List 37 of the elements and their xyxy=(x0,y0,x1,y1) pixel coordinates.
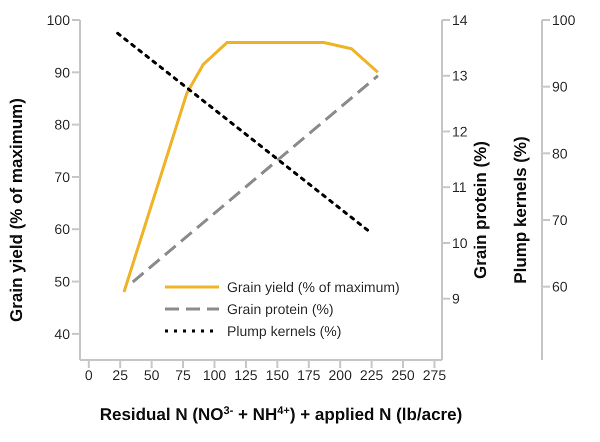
legend-label: Grain yield (% of maximum) xyxy=(227,279,400,295)
y-tick-label: 50 xyxy=(54,274,70,290)
y-tick-label: 40 xyxy=(54,326,70,342)
x-tick-label: 50 xyxy=(144,366,160,383)
y2-tick-label: 11 xyxy=(452,179,467,196)
legend-label: Plump kernels (%) xyxy=(227,323,342,339)
y-tick-label: 100 xyxy=(46,12,70,28)
y2-tick-label: 13 xyxy=(452,68,468,84)
y3-tick-label: 60 xyxy=(552,278,568,295)
y2-tick-label: 12 xyxy=(452,123,468,140)
x-tick-label: 75 xyxy=(175,366,192,383)
y-tick-label: 80 xyxy=(54,116,70,133)
y3-tick-label: 100 xyxy=(552,12,576,28)
y3-tick-label: 90 xyxy=(552,78,568,95)
legend-label: Grain protein (%) xyxy=(227,301,334,317)
x-tick-label: 225 xyxy=(360,366,384,383)
x-tick-label: 150 xyxy=(266,366,290,383)
x-tick-label: 275 xyxy=(422,366,446,383)
y3-tick-label: 80 xyxy=(552,145,568,162)
x-tick-label: 175 xyxy=(297,366,321,383)
y2-tick-label: 14 xyxy=(452,12,468,28)
x-tick-label: 125 xyxy=(234,366,258,383)
x-tick-label: 250 xyxy=(391,366,415,383)
y-tick-label: 70 xyxy=(54,168,70,185)
x-tick-label: 200 xyxy=(328,366,352,383)
y3-axis-title: Plump kernels (%) xyxy=(511,136,530,284)
y-tick-label: 90 xyxy=(54,64,70,80)
y-tick-label: 60 xyxy=(54,221,70,238)
y-axis-title: Grain yield (% of maximum) xyxy=(7,98,26,322)
x-tick-label: 25 xyxy=(112,366,128,383)
y2-axis-title: Grain protein (%) xyxy=(471,141,490,279)
y3-tick-label: 70 xyxy=(552,212,568,228)
x-axis-title: Residual N (NO$^{3-}$ + NH$^{4+}$) + applied N (lb/acre) xyxy=(100,405,462,424)
y2-tick-label: 10 xyxy=(452,234,468,251)
x-tick-label: 0 xyxy=(84,366,93,383)
y2-tick-label: 9 xyxy=(452,290,460,307)
x-tick-label: 100 xyxy=(202,366,226,383)
